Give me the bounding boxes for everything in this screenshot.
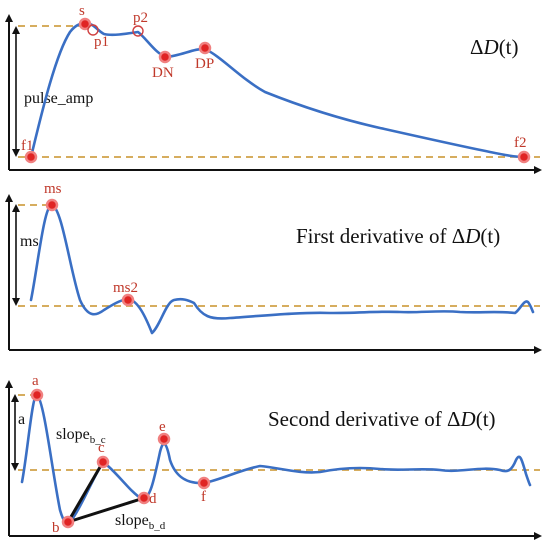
pulse-amp-label: pulse_amp: [24, 90, 93, 107]
marker-ms: [45, 198, 59, 212]
label-dp: DP: [195, 56, 214, 72]
panel1-title: ΔD(t): [470, 35, 519, 59]
marker-a: [30, 388, 44, 402]
label-c: c: [98, 440, 105, 456]
marker-p1: [87, 24, 99, 36]
panel-second-derivative: a a b c d e f slopeb_c slopeb_d Second d…: [5, 373, 542, 540]
marker-c: [96, 455, 110, 469]
label-f2: f2: [514, 135, 527, 151]
panel-first-derivative: ms ms ms2 First derivative of ΔD(t): [5, 181, 542, 354]
marker-p2: [132, 25, 144, 37]
marker-f: [197, 476, 211, 490]
label-ms2: ms2: [113, 280, 138, 296]
marker-b: [61, 515, 75, 529]
label-e: e: [159, 419, 166, 435]
label-ms: ms: [44, 181, 62, 197]
a-annotation: a: [18, 411, 25, 428]
marker-dn: [158, 50, 172, 64]
marker-d: [137, 491, 151, 505]
slope-bd-line: [67, 496, 145, 524]
label-p2: p2: [133, 10, 148, 26]
label-a: a: [32, 373, 39, 389]
panel3-waveform: [20, 393, 532, 525]
panel2-waveform: [29, 203, 535, 335]
slope-bd-label: slopeb_d: [115, 512, 166, 532]
marker-f2: [517, 150, 531, 164]
label-b: b: [52, 520, 60, 536]
panel2-title: First derivative of ΔD(t): [296, 224, 500, 248]
slope-bc-line: [66, 461, 105, 523]
label-f: f: [201, 489, 206, 505]
marker-dp: [198, 41, 212, 55]
label-s: s: [79, 3, 85, 19]
marker-s: [78, 17, 92, 31]
panel-delta-d: pulse_amp s p1 p2 DN DP f1 f2 ΔD(t): [5, 3, 542, 174]
marker-ms2: [121, 293, 135, 307]
label-p1: p1: [94, 34, 109, 50]
label-dn: DN: [152, 65, 174, 81]
marker-e: [157, 432, 171, 446]
label-f1: f1: [21, 138, 34, 154]
slope-bc-label: slopeb_c: [56, 426, 106, 446]
label-d: d: [149, 491, 157, 507]
marker-f1: [24, 150, 38, 164]
panel3-title: Second derivative of ΔD(t): [268, 407, 496, 431]
ms-annotation: ms: [20, 233, 39, 250]
